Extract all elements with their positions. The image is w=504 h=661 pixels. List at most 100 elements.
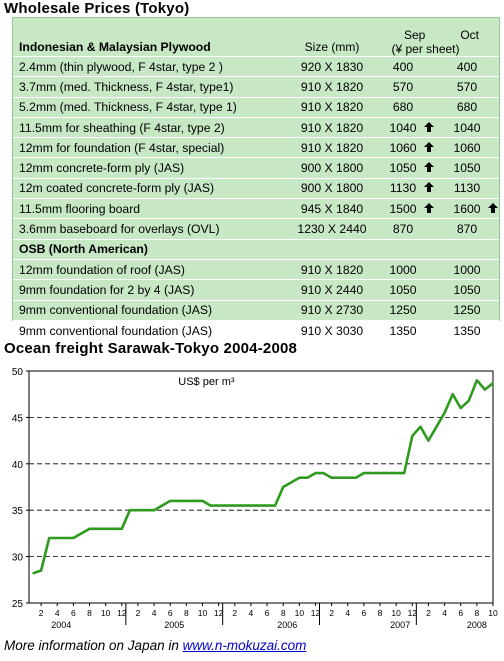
oct-price: 1130 [446, 178, 488, 200]
arrow-placeholder [488, 300, 499, 321]
data-point [346, 476, 349, 479]
x-tick-label: 6 [362, 608, 367, 618]
website-link[interactable]: www.n-mokuzai.com [182, 638, 307, 653]
data-point [242, 504, 244, 507]
year-label: 2006 [277, 620, 297, 630]
data-point [40, 569, 42, 572]
table-header-row: Indonesian & Malaysian Plywood Size (mm)… [13, 18, 499, 57]
x-tick-label: 4 [345, 608, 350, 618]
arrow-placeholder [424, 76, 446, 98]
data-point [282, 486, 284, 488]
data-point [371, 472, 373, 474]
arrow-placeholder [424, 279, 446, 301]
sep-price: 570 [382, 76, 424, 98]
data-point [419, 425, 422, 428]
x-tick-label: 4 [152, 608, 157, 618]
data-point [56, 537, 59, 539]
data-point [427, 439, 430, 442]
year-label: 2007 [390, 620, 410, 630]
data-point [338, 476, 341, 479]
chart-title: Ocean freight Sarawak-Tokyo 2004-2008 [4, 340, 298, 357]
footer-note: More information on Japan in www.n-mokuz… [4, 638, 306, 653]
table-row: 9mm foundation for 2 by 4 (JAS) 910 X 244… [13, 279, 499, 301]
data-point [96, 527, 99, 530]
arrow-placeholder [424, 320, 446, 342]
oct-price: 1060 [446, 137, 488, 159]
data-point [330, 476, 333, 479]
sep-price: 1130 [382, 178, 424, 200]
year-label: 2005 [164, 620, 184, 630]
freight-chart-svg: 25 30 35 40 45 50 2 4 6 8 10 12 2 4 6 8 10 12 2 4 6 8 10 12 2 4 6 8… [12, 367, 498, 630]
product-size: 910 X 3030 [282, 320, 382, 342]
product-description: 3.7mm (med. Thickness, F 4star, type1) [13, 76, 282, 98]
x-tick-label: 10 [295, 608, 305, 618]
sep-price: 1250 [382, 300, 424, 321]
arrow-placeholder [488, 218, 499, 240]
x-tick-label: 12 [408, 608, 418, 618]
x-tick-label: 8 [87, 608, 92, 618]
arrow-placeholder [488, 259, 499, 281]
sep-price: 1040 [382, 117, 424, 139]
data-point [306, 476, 309, 479]
data-point [169, 500, 172, 502]
oct-price: 570 [446, 76, 488, 98]
x-tick-label: 10 [101, 608, 111, 618]
x-tick-label: 12 [214, 608, 224, 618]
sep-price: 400 [382, 56, 424, 78]
up-arrow-icon [424, 157, 446, 179]
arrow-placeholder [488, 56, 499, 78]
data-point [153, 509, 155, 511]
oct-price: 1050 [446, 157, 488, 179]
data-point [476, 379, 478, 382]
size-column-header: Size (mm) [282, 18, 382, 57]
x-tick-label: 4 [442, 608, 447, 618]
y-tick-label: 35 [12, 506, 24, 517]
up-arrow-icon [424, 178, 446, 200]
sep-price: 1050 [382, 157, 424, 179]
data-point [121, 527, 123, 530]
x-tick-label: 8 [184, 608, 189, 618]
sep-price: 1500 [382, 198, 424, 220]
x-tick-label: 2 [136, 608, 141, 618]
plot-frame [28, 370, 494, 604]
data-point [217, 504, 220, 507]
section-title: OSB (North American) [13, 239, 499, 260]
arrow-placeholder [424, 300, 446, 321]
table-row: 9mm conventional foundation (JAS) 910 X 3… [13, 320, 499, 342]
product-size: 910 X 1820 [282, 137, 382, 159]
y-tick-label: 40 [12, 460, 24, 471]
x-tick-label: 2 [39, 608, 44, 618]
data-point [274, 504, 276, 507]
product-size: 910 X 1820 [282, 97, 382, 118]
data-point [64, 537, 67, 539]
product-size: 900 X 1800 [282, 157, 382, 179]
sep-price: 1060 [382, 137, 424, 159]
x-tick-label: 10 [391, 608, 401, 618]
sep-price: 870 [382, 218, 424, 240]
product-description: 3.6mm baseboard for overlays (OVL) [13, 218, 282, 240]
x-tick-label: 12 [311, 608, 321, 618]
oct-price: 680 [446, 97, 488, 118]
oct-price: 1000 [446, 259, 488, 281]
arrow-placeholder [488, 178, 499, 200]
product-description: 11.5mm flooring board [13, 198, 282, 220]
arrow-placeholder [424, 56, 446, 78]
arrow-placeholder [488, 117, 499, 139]
freight-rate-line [32, 378, 494, 575]
data-point [411, 435, 414, 437]
product-description: 5.2mm (med. Thickness, F 4star, type 1) [13, 97, 282, 118]
data-point [72, 537, 75, 539]
table-row: 12mm foundation of roof (JAS) 910 X 1820 1… [13, 259, 499, 281]
product-size: 910 X 2730 [282, 300, 382, 321]
sep-price: 680 [382, 97, 424, 118]
data-point [48, 537, 50, 539]
table-row: 11.5mm flooring board 945 X 1840 1500 1600 [13, 198, 499, 220]
x-tick-label: 6 [71, 608, 76, 618]
y-tick-label: 30 [12, 553, 24, 564]
sep-price: 1350 [382, 320, 424, 342]
x-tick-label: 8 [474, 608, 479, 618]
oct-column-header: Oct [460, 28, 479, 42]
arrow-placeholder [424, 97, 446, 118]
x-tick-label: 6 [458, 608, 463, 618]
product-description: 12mm foundation of roof (JAS) [13, 259, 282, 281]
